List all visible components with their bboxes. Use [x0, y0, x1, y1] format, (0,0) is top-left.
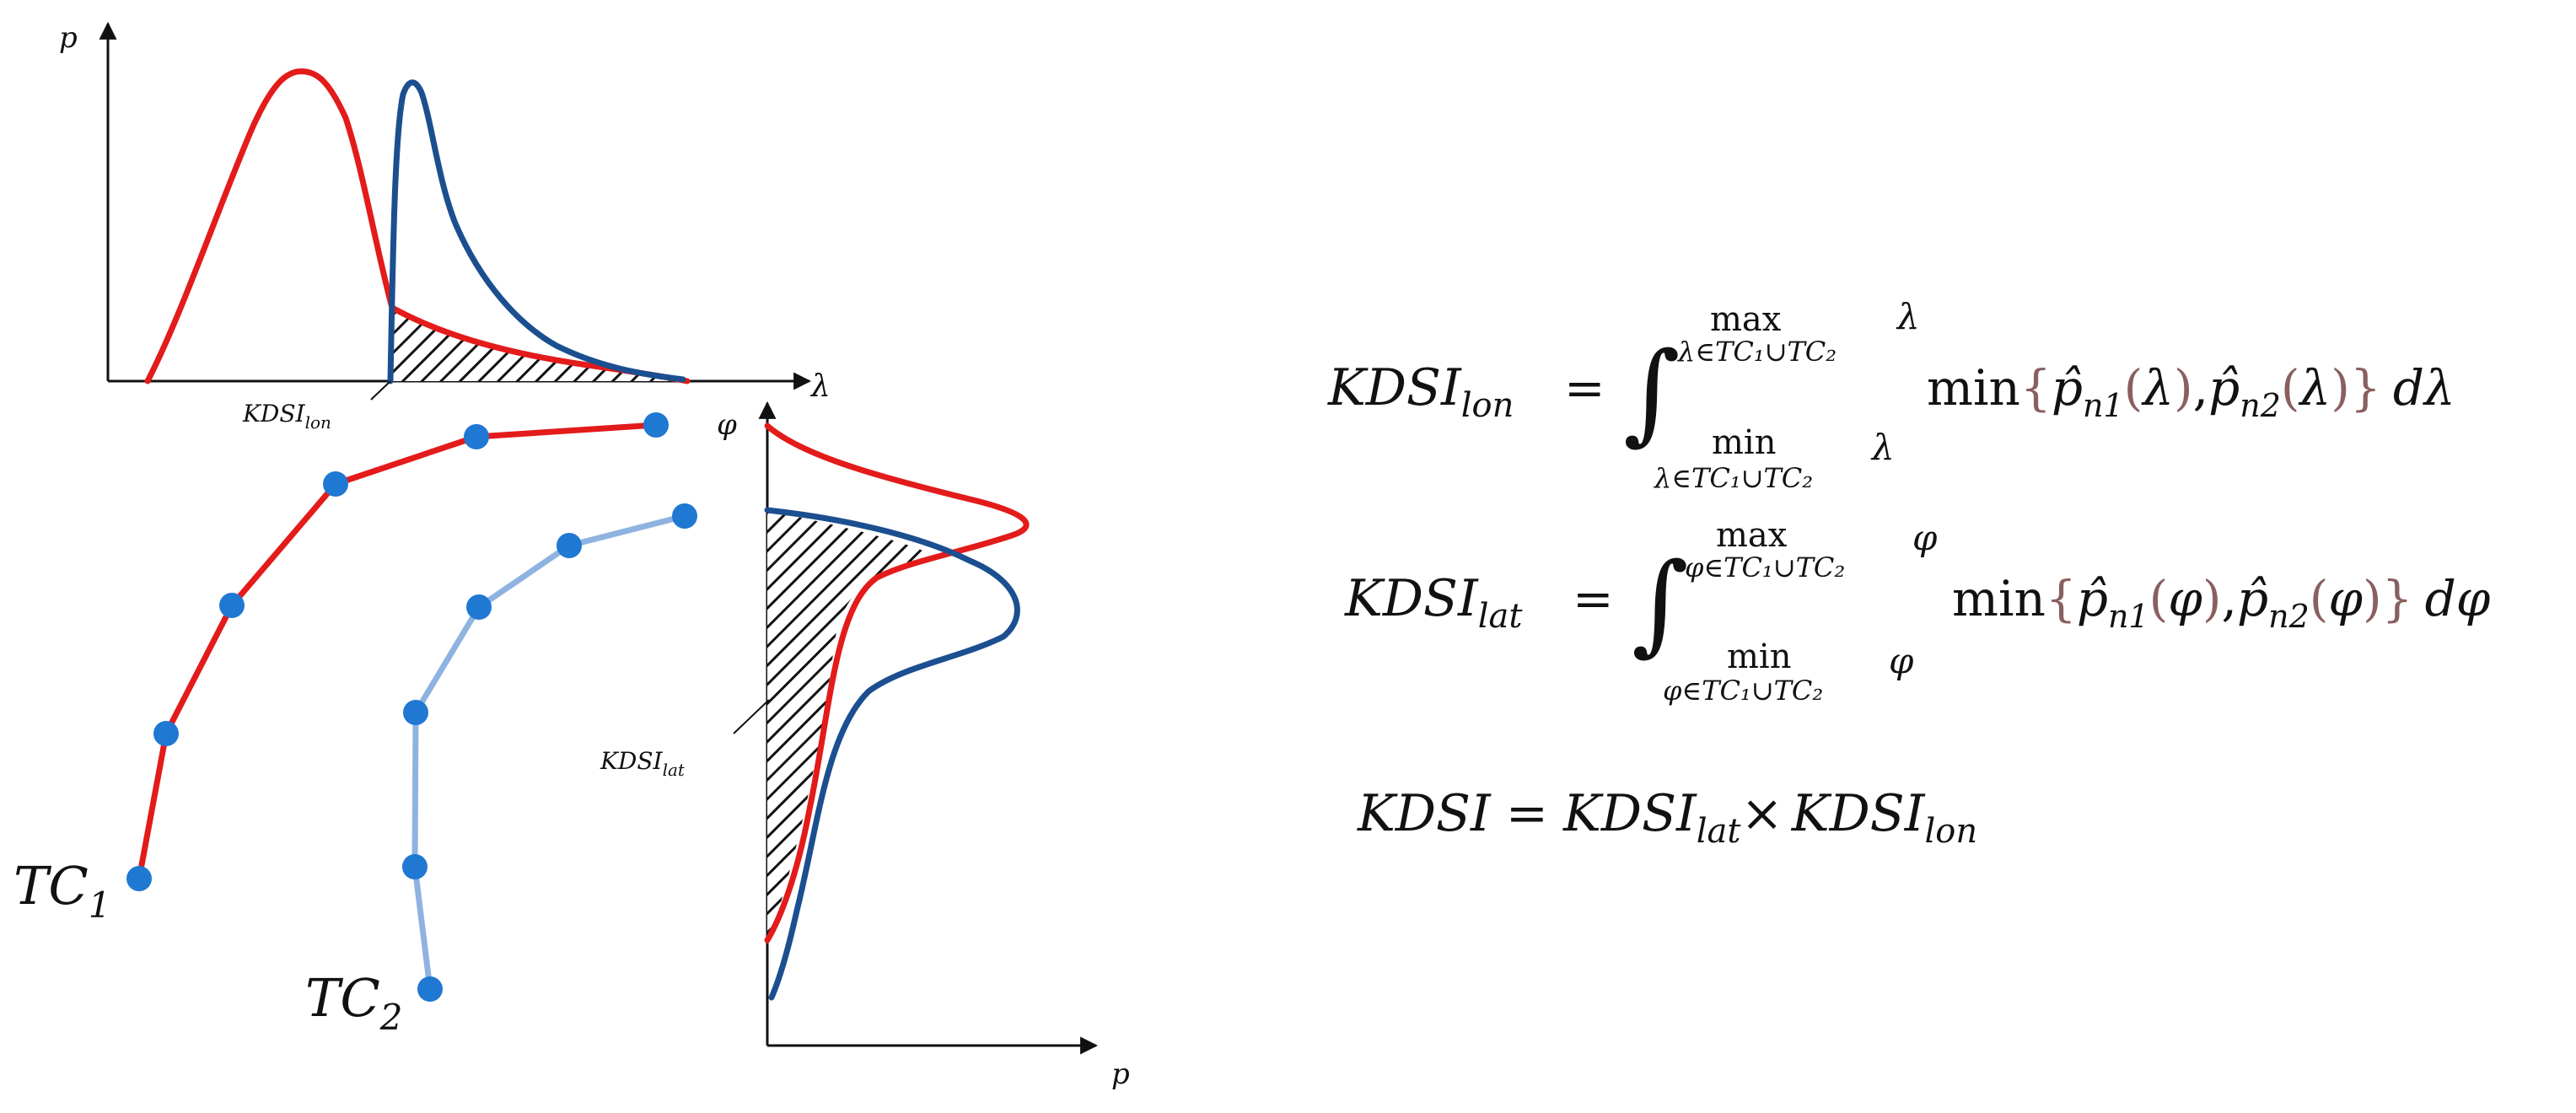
tc2-point: [466, 594, 492, 620]
formula-lon-integral: ∫: [1623, 328, 1681, 456]
formula-lat-integral: ∫: [1632, 539, 1689, 667]
tc2-track-line: [411, 513, 686, 990]
formula-lon-upper-var: λ: [1896, 296, 1920, 337]
tc1-label: TC1: [13, 855, 111, 926]
top-y-axis-label: p: [59, 21, 78, 55]
right-y-axis-label: φ: [717, 408, 737, 442]
formula-lon-lower-cond: λ∈TC₁∪TC₂: [1653, 462, 1813, 494]
lon-kde-tc2: [387, 79, 686, 384]
kdsi-lon-label: KDSIlon: [242, 400, 331, 433]
lon-overlap-area: [390, 305, 687, 381]
formula-lat-upper-op: max: [1716, 516, 1788, 555]
formula-lon-integrand: min{p̂n1(λ),p̂n2(λ)} dλ: [1927, 359, 2455, 424]
formula-lat-upper-var: φ: [1912, 517, 1938, 558]
formula-lat-lower-op: min: [1727, 637, 1791, 676]
formula-product: KDSI = KDSIlat× KDSIlon: [1357, 784, 1977, 851]
lon-kde-tc1: [144, 68, 691, 384]
formula-lon-lower-op: min: [1712, 423, 1776, 462]
tc1-track-line: [136, 422, 657, 879]
tc1-point: [126, 866, 152, 891]
formula-lat-equals: =: [1573, 570, 1614, 627]
tc1-point: [464, 424, 489, 449]
tc2-track: TC2: [305, 503, 697, 1038]
kdsi-lon-leader: [370, 380, 391, 401]
tc1-point: [219, 593, 245, 618]
tc1-point: [643, 412, 669, 438]
formula-lon-lower-var: λ: [1870, 427, 1895, 468]
formula-lon-equals: =: [1564, 359, 1605, 417]
formula-kdsi-lon: KDSIlon = ∫ max λ∈TC₁∪TC₂ λ min λ∈TC₁∪TC…: [1327, 296, 2455, 494]
lon-density-panel: p λ KDSIlon: [59, 21, 831, 433]
tc1-point: [153, 721, 179, 746]
formula-lat-lower-cond: φ∈TC₁∪TC₂: [1663, 675, 1823, 707]
top-x-axis-label: λ: [809, 369, 831, 404]
tc2-point: [403, 700, 428, 725]
tc2-point: [557, 533, 582, 558]
formula-kdsi-product: KDSI = KDSIlat× KDSIlon: [1357, 784, 1977, 851]
lat-overlap-area: [767, 510, 936, 944]
formula-kdsi-lat: KDSIlat = ∫ max φ∈TC₁∪TC₂ φ min φ∈TC₁∪TC…: [1344, 516, 2491, 707]
lat-density-panel: φ p KDSIlat: [600, 401, 1130, 1091]
kdsi-lat-leader: [733, 699, 770, 734]
formula-lat-integrand: min{p̂n1(φ),p̂n2(φ)} dφ: [1952, 570, 2491, 635]
lat-kde-tc1: [764, 422, 1030, 944]
tc2-label: TC2: [305, 967, 403, 1038]
formula-lon-upper-cond: λ∈TC₁∪TC₂: [1676, 336, 1837, 368]
tc2-point: [402, 854, 428, 879]
tc1-point: [323, 471, 348, 497]
tc1-track: TC1: [13, 412, 669, 926]
formula-lat-lower-var: φ: [1889, 640, 1914, 681]
kdsi-lat-label: KDSIlat: [600, 747, 686, 780]
right-x-axis-label: p: [1111, 1057, 1130, 1091]
tc2-point: [417, 976, 443, 1002]
formula-lon-lhs: KDSIlon: [1327, 358, 1514, 425]
lat-kde-tc2: [764, 507, 1020, 1001]
formula-lat-upper-cond: φ∈TC₁∪TC₂: [1685, 551, 1845, 583]
formula-lon-upper-op: max: [1710, 300, 1782, 339]
formula-lat-lhs: KDSIlat: [1344, 569, 1523, 636]
tc2-point: [672, 503, 697, 529]
